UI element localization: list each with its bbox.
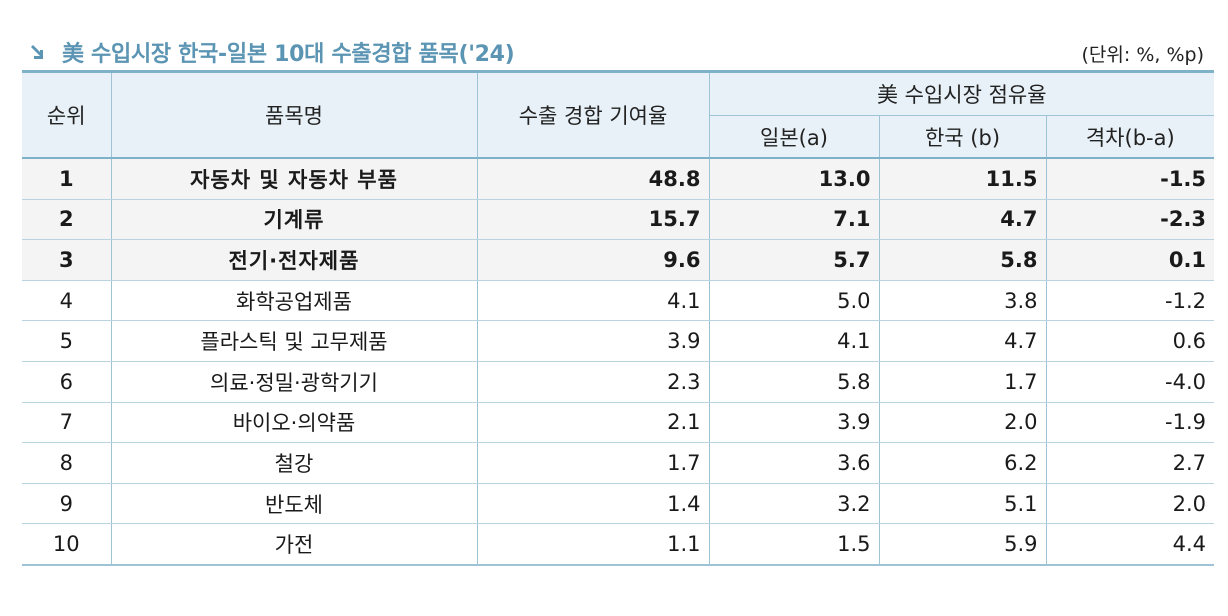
item-cell: 철강	[111, 442, 478, 484]
japan-share-cell: 3.6	[709, 442, 880, 484]
item-cell: 바이오·의약품	[111, 402, 478, 444]
contribution-cell: 1.4	[477, 483, 710, 525]
contribution-cell: 1.7	[477, 442, 710, 484]
rank-cell: 4	[22, 280, 112, 322]
japan-share-cell: 5.8	[709, 361, 880, 403]
contribution-cell: 2.3	[477, 361, 710, 403]
header-contribution: 수출 경합 기여율	[477, 70, 710, 159]
item-cell: 반도체	[111, 483, 478, 525]
korea-share-cell: 2.0	[879, 402, 1047, 444]
japan-share-cell: 13.0	[709, 158, 880, 200]
gap-cell: 4.4	[1046, 523, 1215, 566]
korea-share-cell: 3.8	[879, 280, 1047, 322]
gap-cell: -1.2	[1046, 280, 1215, 322]
unit-label: (단위: %, %p)	[1081, 44, 1204, 66]
rank-cell: 7	[22, 402, 112, 444]
contribution-cell: 1.1	[477, 523, 710, 566]
table-row: 5 플라스틱 및 고무제품 3.9 4.1 4.7 0.6	[22, 320, 1215, 362]
korea-share-cell: 4.7	[879, 320, 1047, 362]
item-cell: 플라스틱 및 고무제품	[111, 320, 478, 362]
japan-share-cell: 5.0	[709, 280, 880, 322]
korea-share-cell: 5.8	[879, 239, 1047, 281]
header-rank: 순위	[22, 70, 112, 159]
japan-share-cell: 5.7	[709, 239, 880, 281]
korea-share-cell: 4.7	[879, 199, 1047, 241]
gap-cell: -1.5	[1046, 158, 1215, 200]
korea-share-cell: 6.2	[879, 442, 1047, 484]
korea-share-cell: 11.5	[879, 158, 1047, 200]
gap-cell: 2.7	[1046, 442, 1215, 484]
header-gap: 격차(b-a)	[1046, 115, 1215, 159]
rank-cell: 2	[22, 199, 112, 241]
contribution-cell: 2.1	[477, 402, 710, 444]
item-cell: 기계류	[111, 199, 478, 241]
rank-cell: 6	[22, 361, 112, 403]
export-competition-table: 순위 품목명 수출 경합 기여율 美 수입시장 점유율 일본(a) 한국 (b)…	[22, 70, 1215, 566]
table-body: 1 자동차 및 자동차 부품 48.8 13.0 11.5 -1.5 2 기계류 15.7 7.1…	[22, 158, 1215, 566]
gap-cell: -2.3	[1046, 199, 1215, 241]
rank-cell: 5	[22, 320, 112, 362]
rank-cell: 1	[22, 158, 112, 200]
japan-share-cell: 7.1	[709, 199, 880, 241]
gap-cell: 2.0	[1046, 483, 1215, 525]
table-row: 4 화학공업제품 4.1 5.0 3.8 -1.2	[22, 280, 1215, 322]
japan-share-cell: 1.5	[709, 523, 880, 566]
japan-share-cell: 4.1	[709, 320, 880, 362]
korea-share-cell: 5.9	[879, 523, 1047, 566]
header-item: 품목명	[111, 70, 478, 159]
table-row: 6 의료·정밀·광학기기 2.3 5.8 1.7 -4.0	[22, 361, 1215, 403]
gap-cell: -1.9	[1046, 402, 1215, 444]
contribution-cell: 3.9	[477, 320, 710, 362]
gap-cell: -4.0	[1046, 361, 1215, 403]
header-share-group: 美 수입시장 점유율	[709, 70, 1215, 116]
rank-cell: 3	[22, 239, 112, 281]
contribution-cell: 48.8	[477, 158, 710, 200]
gap-cell: 0.6	[1046, 320, 1215, 362]
rank-cell: 10	[22, 523, 112, 566]
contribution-cell: 15.7	[477, 199, 710, 241]
korea-share-cell: 5.1	[879, 483, 1047, 525]
table-row: 2 기계류 15.7 7.1 4.7 -2.3	[22, 199, 1215, 241]
header-japan: 일본(a)	[709, 115, 880, 159]
arrow-down-right-icon	[31, 45, 43, 59]
item-cell: 자동차 및 자동차 부품	[111, 158, 478, 200]
item-cell: 의료·정밀·광학기기	[111, 361, 478, 403]
korea-share-cell: 1.7	[879, 361, 1047, 403]
rank-cell: 8	[22, 442, 112, 484]
japan-share-cell: 3.2	[709, 483, 880, 525]
table-row: 7 바이오·의약품 2.1 3.9 2.0 -1.9	[22, 402, 1215, 444]
header-korea: 한국 (b)	[879, 115, 1047, 159]
table-title: 美 수입시장 한국-일본 10대 수출경합 품목('24)	[28, 36, 515, 68]
item-cell: 가전	[111, 523, 478, 566]
table-title-text: 美 수입시장 한국-일본 10대 수출경합 품목('24)	[62, 42, 515, 67]
title-bar: 美 수입시장 한국-일본 10대 수출경합 품목('24) (단위: %, %p…	[22, 30, 1212, 70]
table-row: 9 반도체 1.4 3.2 5.1 2.0	[22, 483, 1215, 525]
item-cell: 화학공업제품	[111, 280, 478, 322]
item-cell: 전기·전자제품	[111, 239, 478, 281]
table-row: 8 철강 1.7 3.6 6.2 2.7	[22, 442, 1215, 484]
table-row: 1 자동차 및 자동차 부품 48.8 13.0 11.5 -1.5	[22, 158, 1215, 200]
table-row: 3 전기·전자제품 9.6 5.7 5.8 0.1	[22, 239, 1215, 281]
table-row: 10 가전 1.1 1.5 5.9 4.4	[22, 523, 1215, 566]
contribution-cell: 4.1	[477, 280, 710, 322]
japan-share-cell: 3.9	[709, 402, 880, 444]
rank-cell: 9	[22, 483, 112, 525]
contribution-cell: 9.6	[477, 239, 710, 281]
gap-cell: 0.1	[1046, 239, 1215, 281]
